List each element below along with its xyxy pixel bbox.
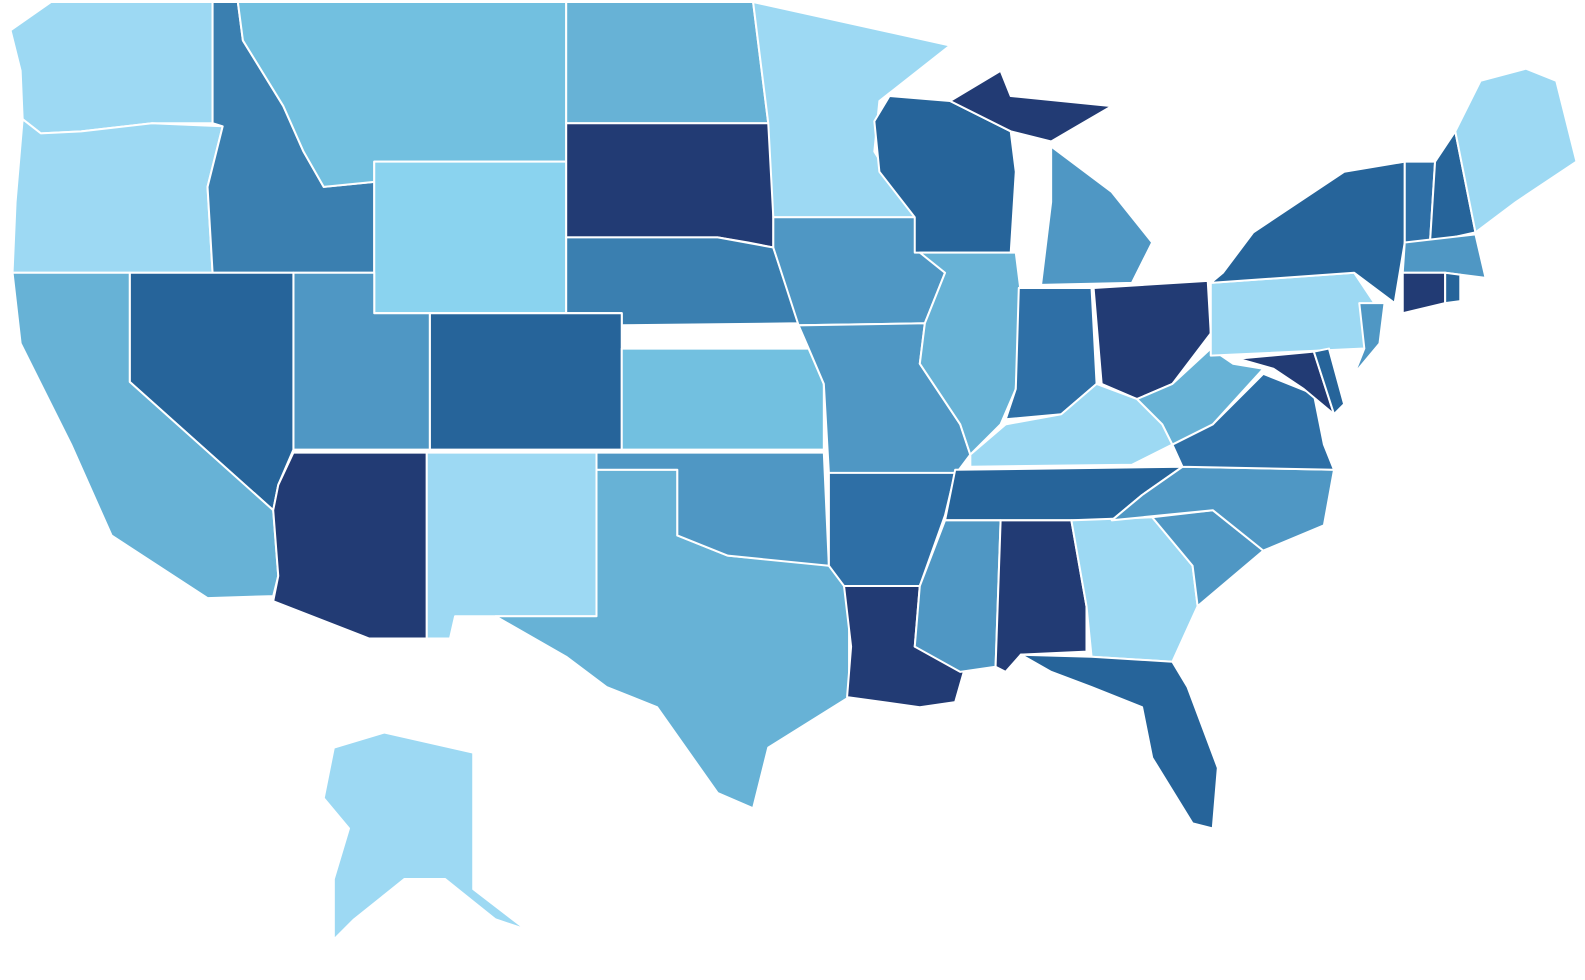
state: [373, 160, 568, 315]
state: [620, 347, 825, 451]
state: [425, 451, 598, 640]
state: [1401, 271, 1447, 315]
state: [11, 118, 224, 274]
state: [565, 1, 770, 125]
state: [1353, 302, 1386, 375]
state: [565, 122, 775, 249]
state: [565, 236, 800, 327]
state: [994, 519, 1088, 673]
state: [949, 69, 1113, 143]
state: [1237, 350, 1336, 416]
state: [9, 1, 214, 135]
state: [1312, 347, 1346, 416]
state: [1040, 145, 1154, 286]
state: [1444, 271, 1462, 305]
state: [1019, 653, 1219, 830]
state: [1454, 67, 1578, 234]
state: [272, 451, 428, 640]
state: [1401, 233, 1487, 279]
state: [428, 312, 623, 451]
state: [595, 451, 830, 567]
state: [1136, 347, 1265, 446]
state: [322, 731, 527, 941]
state: [1209, 271, 1376, 357]
